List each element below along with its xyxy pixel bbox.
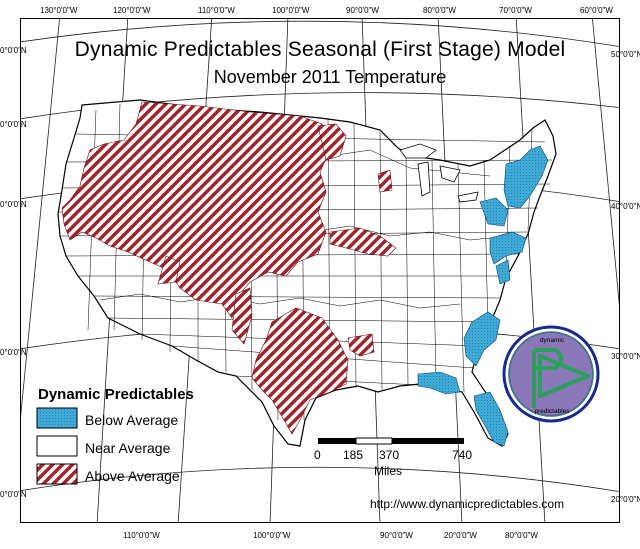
legend-label: Below Average [85,412,179,428]
left-lat-label: 0°0'0"N [0,120,27,129]
scale-tick: 740 [452,448,473,462]
legend-item-below: Below Average [37,410,237,434]
logo-emblem: dynamic predictables [502,325,600,423]
legend-label: Near Average [85,440,171,456]
left-lat-label: 0°0'0"N [0,348,27,357]
top-lon-label: 80°0'0"W [423,6,456,15]
map-subtitle: November 2011 Temperature [213,67,447,87]
logo-bottom-text: predictables [534,408,570,415]
legend-item-above: Above Average [37,466,237,490]
below-average-virginia [495,259,511,285]
above-average-west-north [61,101,331,319]
top-lon-label: 130°0'0"W [40,6,78,15]
top-lon-label: 60°0'0"W [580,6,613,15]
top-lon-label: 100°0'0"W [272,6,310,15]
scale-bar-graphic [318,437,464,445]
scale-bar: 0 185 370 740 Miles [312,436,472,481]
logo-top-text: dynamic [540,337,565,344]
scale-unit: Miles [374,464,403,478]
scale-tick: 185 [343,448,364,462]
bottom-lon-label: 80°0'0"W [505,531,538,540]
below-average-gulf-coast [417,371,461,395]
below-average-florida [473,391,509,447]
below-average-regions [417,145,549,447]
below-average-new-england [503,145,549,209]
legend-title: Dynamic Predictables [38,386,194,403]
below-average-ny-pa [479,197,509,227]
above-average-plains [329,227,397,257]
above-average-california-strip [157,255,181,285]
below-average-mid-atlantic [489,231,527,265]
scale-tick: 0 [314,448,321,462]
above-average-northern [317,123,347,161]
footer-url[interactable]: http://www.dynamicpredictables.com [370,497,565,511]
right-lat-label: 30°0'0"N [611,352,640,361]
left-lat-label: 0°0'0"N [0,200,27,209]
above-average-arizona [231,287,253,345]
above-average-louisiana [347,333,375,357]
legend-swatches [36,407,78,485]
top-lon-label: 90°0'0"W [346,6,379,15]
legend-label: Above Average [85,468,180,484]
above-average-texas [251,307,349,435]
left-lat-label: 0°0'0"N [0,490,27,499]
right-lat-label: 50°0'0"N [611,50,640,59]
left-lat-label: 0°0'0"N [0,46,27,55]
scale-tick: 370 [379,448,400,462]
above-average-midwest-small [377,169,393,193]
below-average-carolinas [463,311,501,367]
top-lon-label: 70°0'0"W [499,6,532,15]
p-play-triangle-icon [532,348,590,408]
top-lon-label: 120°0'0"W [113,6,151,15]
above-average-regions [61,101,397,435]
right-lat-label: 20°0'0"N [611,495,640,504]
legend-item-near: Near Average [37,438,237,462]
bottom-lon-label: 20°0'0"W [444,531,477,540]
great-lakes [399,143,479,203]
bottom-lon-label: 110°0'0"W [123,531,160,540]
right-lat-label: 40°0'0"N [611,202,640,211]
bottom-lon-label: 100°0'0"W [253,531,291,540]
map-title: Dynamic Predictables Seasonal (First Sta… [74,38,566,61]
top-lon-label: 110°0'0"W [198,6,235,15]
bottom-lon-label: 90°0'0"W [380,531,413,540]
